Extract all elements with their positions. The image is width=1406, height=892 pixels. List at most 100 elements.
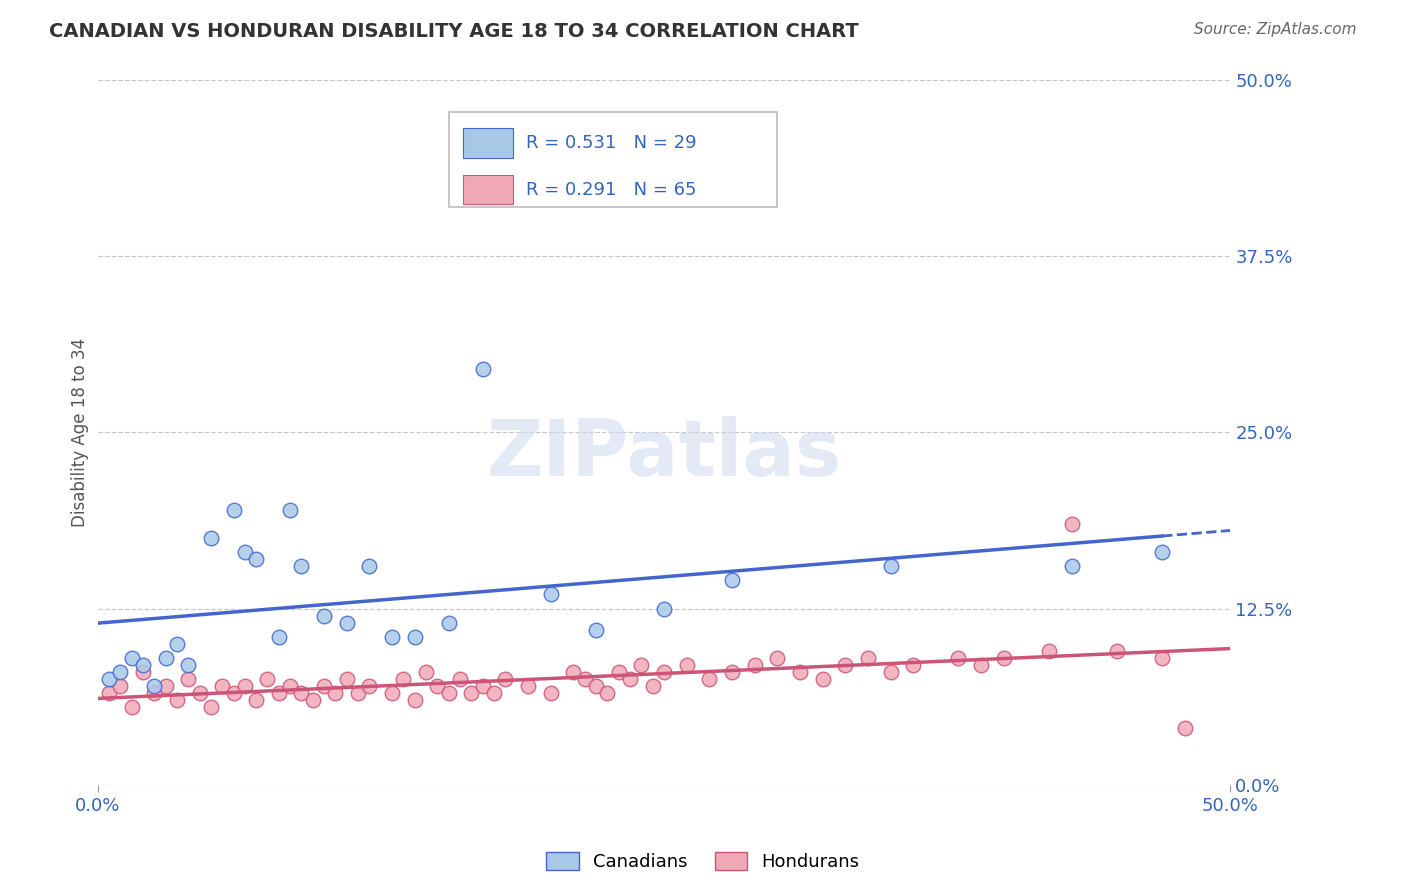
Point bbox=[336, 615, 359, 630]
Point bbox=[744, 657, 766, 672]
Point bbox=[675, 657, 697, 672]
Point bbox=[574, 672, 596, 686]
Point bbox=[359, 679, 381, 693]
Point bbox=[437, 686, 460, 700]
Point bbox=[200, 531, 222, 545]
Point bbox=[132, 657, 155, 672]
Point bbox=[494, 672, 516, 686]
Point bbox=[278, 503, 301, 517]
Point bbox=[233, 679, 256, 693]
Point bbox=[177, 657, 200, 672]
Point bbox=[121, 700, 143, 714]
Point bbox=[607, 665, 630, 679]
Point bbox=[879, 559, 901, 574]
Point bbox=[630, 657, 652, 672]
Point bbox=[245, 552, 267, 566]
Point bbox=[290, 686, 312, 700]
Point bbox=[347, 686, 370, 700]
Point bbox=[721, 665, 744, 679]
Point bbox=[222, 503, 245, 517]
Y-axis label: Disability Age 18 to 34: Disability Age 18 to 34 bbox=[72, 338, 89, 527]
Point bbox=[143, 679, 166, 693]
Point bbox=[211, 679, 233, 693]
Point bbox=[1152, 545, 1174, 559]
Point bbox=[1060, 516, 1083, 531]
Point bbox=[155, 651, 177, 665]
Point bbox=[789, 665, 811, 679]
Point bbox=[596, 686, 619, 700]
Point bbox=[233, 545, 256, 559]
Point bbox=[188, 686, 211, 700]
Point bbox=[245, 693, 267, 707]
Point bbox=[359, 559, 381, 574]
Point bbox=[619, 672, 641, 686]
Point bbox=[267, 686, 290, 700]
Point bbox=[1060, 559, 1083, 574]
Point bbox=[585, 623, 607, 637]
Point bbox=[325, 686, 347, 700]
Point bbox=[471, 362, 494, 376]
Point bbox=[766, 651, 789, 665]
Point bbox=[482, 686, 505, 700]
Point bbox=[1038, 644, 1060, 658]
Point bbox=[811, 672, 834, 686]
Point bbox=[97, 672, 120, 686]
Point bbox=[1152, 651, 1174, 665]
Point bbox=[540, 587, 562, 601]
Point bbox=[290, 559, 312, 574]
Point bbox=[993, 651, 1015, 665]
Point bbox=[540, 686, 562, 700]
Point bbox=[110, 679, 132, 693]
Point bbox=[404, 630, 426, 644]
Point bbox=[200, 700, 222, 714]
Point bbox=[471, 679, 494, 693]
Point bbox=[267, 630, 290, 644]
Point bbox=[415, 665, 437, 679]
Point bbox=[721, 574, 744, 588]
Point bbox=[948, 651, 970, 665]
Point bbox=[301, 693, 323, 707]
Point bbox=[856, 651, 879, 665]
Text: Source: ZipAtlas.com: Source: ZipAtlas.com bbox=[1194, 22, 1357, 37]
Text: R = 0.291   N = 65: R = 0.291 N = 65 bbox=[526, 181, 696, 199]
FancyBboxPatch shape bbox=[449, 112, 778, 207]
Legend: Canadians, Hondurans: Canadians, Hondurans bbox=[538, 845, 868, 879]
Point bbox=[278, 679, 301, 693]
Point bbox=[336, 672, 359, 686]
Point bbox=[256, 672, 278, 686]
Point bbox=[222, 686, 245, 700]
FancyBboxPatch shape bbox=[464, 175, 513, 204]
Point bbox=[834, 657, 856, 672]
Point bbox=[381, 686, 404, 700]
Point bbox=[652, 665, 675, 679]
Point bbox=[437, 615, 460, 630]
Point bbox=[404, 693, 426, 707]
Point bbox=[143, 686, 166, 700]
Point bbox=[121, 651, 143, 665]
Point bbox=[449, 672, 471, 686]
Point bbox=[381, 630, 404, 644]
Point bbox=[110, 665, 132, 679]
Point bbox=[314, 679, 336, 693]
Point bbox=[177, 672, 200, 686]
Text: CANADIAN VS HONDURAN DISABILITY AGE 18 TO 34 CORRELATION CHART: CANADIAN VS HONDURAN DISABILITY AGE 18 T… bbox=[49, 22, 859, 41]
Point bbox=[901, 657, 924, 672]
Point bbox=[652, 601, 675, 615]
Text: R = 0.531   N = 29: R = 0.531 N = 29 bbox=[526, 134, 696, 153]
Point bbox=[426, 679, 449, 693]
Point bbox=[517, 679, 540, 693]
Point bbox=[970, 657, 993, 672]
Point bbox=[155, 679, 177, 693]
Point bbox=[314, 608, 336, 623]
Point bbox=[132, 665, 155, 679]
Point bbox=[392, 672, 415, 686]
Point bbox=[697, 672, 720, 686]
Point bbox=[166, 693, 188, 707]
Text: ZIPatlas: ZIPatlas bbox=[486, 416, 841, 491]
Point bbox=[879, 665, 901, 679]
Point bbox=[562, 665, 585, 679]
FancyBboxPatch shape bbox=[464, 128, 513, 158]
Point bbox=[641, 679, 664, 693]
Point bbox=[460, 686, 482, 700]
Point bbox=[1174, 722, 1197, 736]
